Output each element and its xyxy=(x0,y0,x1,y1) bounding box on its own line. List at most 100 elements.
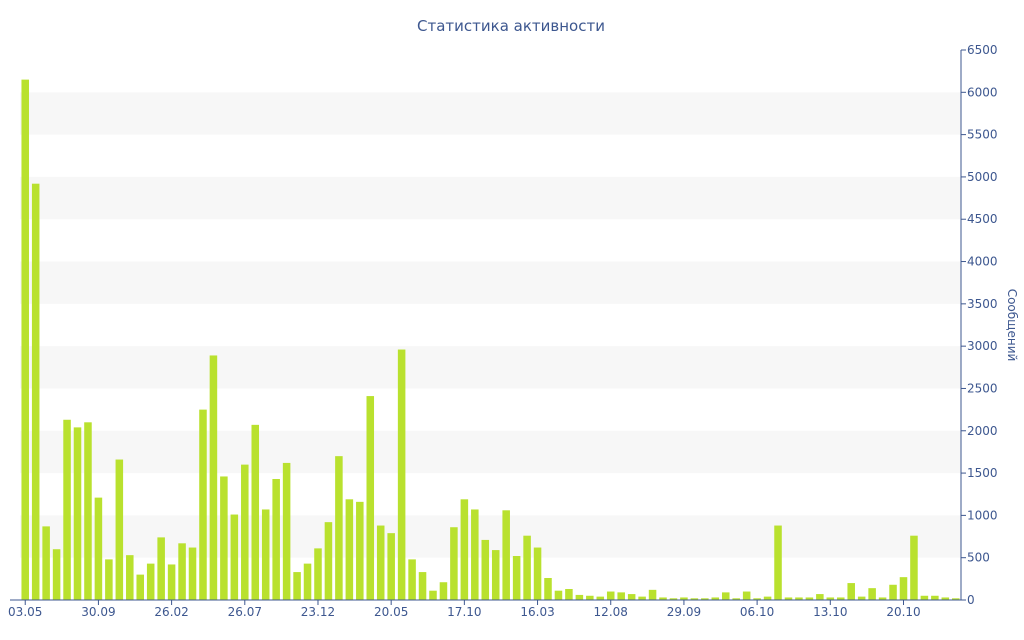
bar xyxy=(680,597,688,600)
bar xyxy=(136,574,144,600)
y-tick-label: 6500 xyxy=(967,43,998,57)
bar xyxy=(512,556,521,600)
bar xyxy=(931,595,939,600)
bar xyxy=(481,539,490,600)
bar xyxy=(126,555,134,600)
bar xyxy=(52,549,61,600)
bar xyxy=(491,550,500,600)
bar xyxy=(282,462,291,600)
x-tick-label: 30.09 xyxy=(81,605,115,619)
y-tick-label: 2500 xyxy=(967,381,998,395)
bar xyxy=(795,597,803,600)
bar xyxy=(21,79,29,601)
bar xyxy=(920,595,929,600)
bar xyxy=(586,595,594,600)
bar xyxy=(335,456,343,600)
grid-band xyxy=(20,261,961,304)
bar xyxy=(188,547,197,600)
bar xyxy=(774,525,782,600)
bar xyxy=(429,590,437,600)
bar xyxy=(450,527,458,600)
bar xyxy=(857,596,866,600)
bar xyxy=(230,514,239,600)
x-tick-label: 13.10 xyxy=(813,605,847,619)
bar xyxy=(805,597,814,600)
bar xyxy=(669,598,678,600)
grid-band xyxy=(20,515,961,558)
bar xyxy=(366,396,375,600)
bar xyxy=(356,501,364,600)
x-tick-label: 17.10 xyxy=(447,605,481,619)
bar xyxy=(638,596,646,600)
bar xyxy=(523,535,531,600)
bar xyxy=(42,526,50,600)
bar xyxy=(826,597,835,600)
bar xyxy=(220,476,228,600)
bar xyxy=(554,590,563,600)
bar xyxy=(63,419,71,600)
x-tick-label: 03.05 xyxy=(8,605,42,619)
bar xyxy=(439,582,448,600)
bar xyxy=(575,594,584,600)
bar xyxy=(471,509,479,600)
bar xyxy=(721,592,730,600)
bar xyxy=(784,597,793,600)
bar xyxy=(460,499,469,600)
bar xyxy=(878,597,887,600)
bar xyxy=(157,537,165,600)
x-tick-label: 26.07 xyxy=(228,605,262,619)
bar xyxy=(837,597,845,600)
x-tick-label: 20.10 xyxy=(886,605,920,619)
bar xyxy=(899,577,908,600)
x-tick-label: 20.05 xyxy=(374,605,408,619)
x-tick-label: 23.12 xyxy=(301,605,335,619)
bar xyxy=(73,427,82,600)
grid-band xyxy=(20,92,961,135)
bar xyxy=(544,578,552,600)
bar xyxy=(261,509,270,600)
bar xyxy=(952,598,960,600)
bar xyxy=(533,547,542,600)
y-tick-label: 3000 xyxy=(967,339,998,353)
x-tick-label: 06.10 xyxy=(740,605,774,619)
bar xyxy=(868,588,876,600)
bar xyxy=(910,535,918,600)
bar xyxy=(701,598,709,600)
bar xyxy=(941,597,950,600)
y-tick-label: 2000 xyxy=(967,424,998,438)
bar xyxy=(84,422,92,600)
bar xyxy=(314,548,322,600)
bar xyxy=(209,355,218,600)
y-tick-label: 4500 xyxy=(967,212,998,226)
bar xyxy=(889,584,897,600)
grid-band xyxy=(20,430,961,474)
bar xyxy=(115,459,124,600)
bar xyxy=(199,409,207,600)
y-tick-label: 0 xyxy=(967,593,975,607)
bar xyxy=(241,464,249,600)
x-axis-ticks: 03.05 30.09 26.02 26.07 23.12 20.05 17.10 16.03… xyxy=(8,600,921,619)
y-axis-title: Сообщений xyxy=(1005,289,1019,362)
bar xyxy=(418,572,427,600)
bar xyxy=(251,424,260,600)
y-tick-label: 3500 xyxy=(967,297,998,311)
bar xyxy=(94,497,103,600)
bar xyxy=(376,525,385,600)
y-tick-label: 1000 xyxy=(967,508,998,522)
bar xyxy=(31,183,40,600)
grid-band xyxy=(20,346,961,389)
y-tick-label: 1500 xyxy=(967,466,998,480)
x-tick-label: 26.02 xyxy=(154,605,188,619)
bar xyxy=(502,510,510,600)
y-tick-label: 500 xyxy=(967,551,990,565)
bars-group xyxy=(21,79,960,601)
bar xyxy=(345,499,354,600)
bar xyxy=(146,563,155,600)
bar xyxy=(763,596,772,600)
chart-title: Статистика активности xyxy=(417,17,605,35)
bar xyxy=(816,594,824,600)
bar xyxy=(711,597,720,600)
bar xyxy=(272,479,280,600)
grid-bands xyxy=(20,92,961,558)
bar xyxy=(617,592,625,600)
